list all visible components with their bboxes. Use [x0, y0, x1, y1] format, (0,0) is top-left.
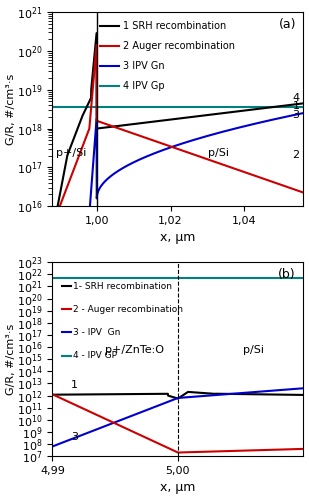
Text: p/Si: p/Si: [208, 148, 229, 158]
Text: 3: 3: [292, 110, 299, 120]
Text: 4 IPV Gp: 4 IPV Gp: [123, 82, 164, 92]
Text: 1: 1: [71, 380, 78, 390]
X-axis label: x, μm: x, μm: [160, 482, 196, 494]
Text: 1: 1: [292, 101, 299, 111]
Text: 3 - IPV  Gn: 3 - IPV Gn: [73, 328, 120, 337]
Text: p/Si: p/Si: [243, 345, 264, 355]
Text: 4: 4: [292, 92, 299, 102]
Text: p+/Si: p+/Si: [56, 148, 86, 158]
Text: 2 Auger recombination: 2 Auger recombination: [123, 41, 235, 51]
Text: (a): (a): [278, 18, 296, 31]
Text: (b): (b): [278, 268, 296, 281]
X-axis label: x, μm: x, μm: [160, 232, 196, 244]
Text: 4 - IPV GP: 4 - IPV GP: [73, 351, 116, 360]
Text: 1 SRH recombination: 1 SRH recombination: [123, 20, 226, 30]
Text: 3 IPV Gn: 3 IPV Gn: [123, 61, 164, 71]
Text: 2: 2: [292, 150, 299, 160]
Y-axis label: G/R, #/cm³·s: G/R, #/cm³·s: [6, 324, 15, 395]
Text: 1- SRH recombination: 1- SRH recombination: [73, 282, 171, 291]
Text: p+/ZnTe:O: p+/ZnTe:O: [104, 345, 163, 355]
Text: 3: 3: [71, 432, 78, 442]
Y-axis label: G/R, #/cm³·s: G/R, #/cm³·s: [6, 74, 16, 145]
Text: 2 - Auger recombination: 2 - Auger recombination: [73, 305, 183, 314]
